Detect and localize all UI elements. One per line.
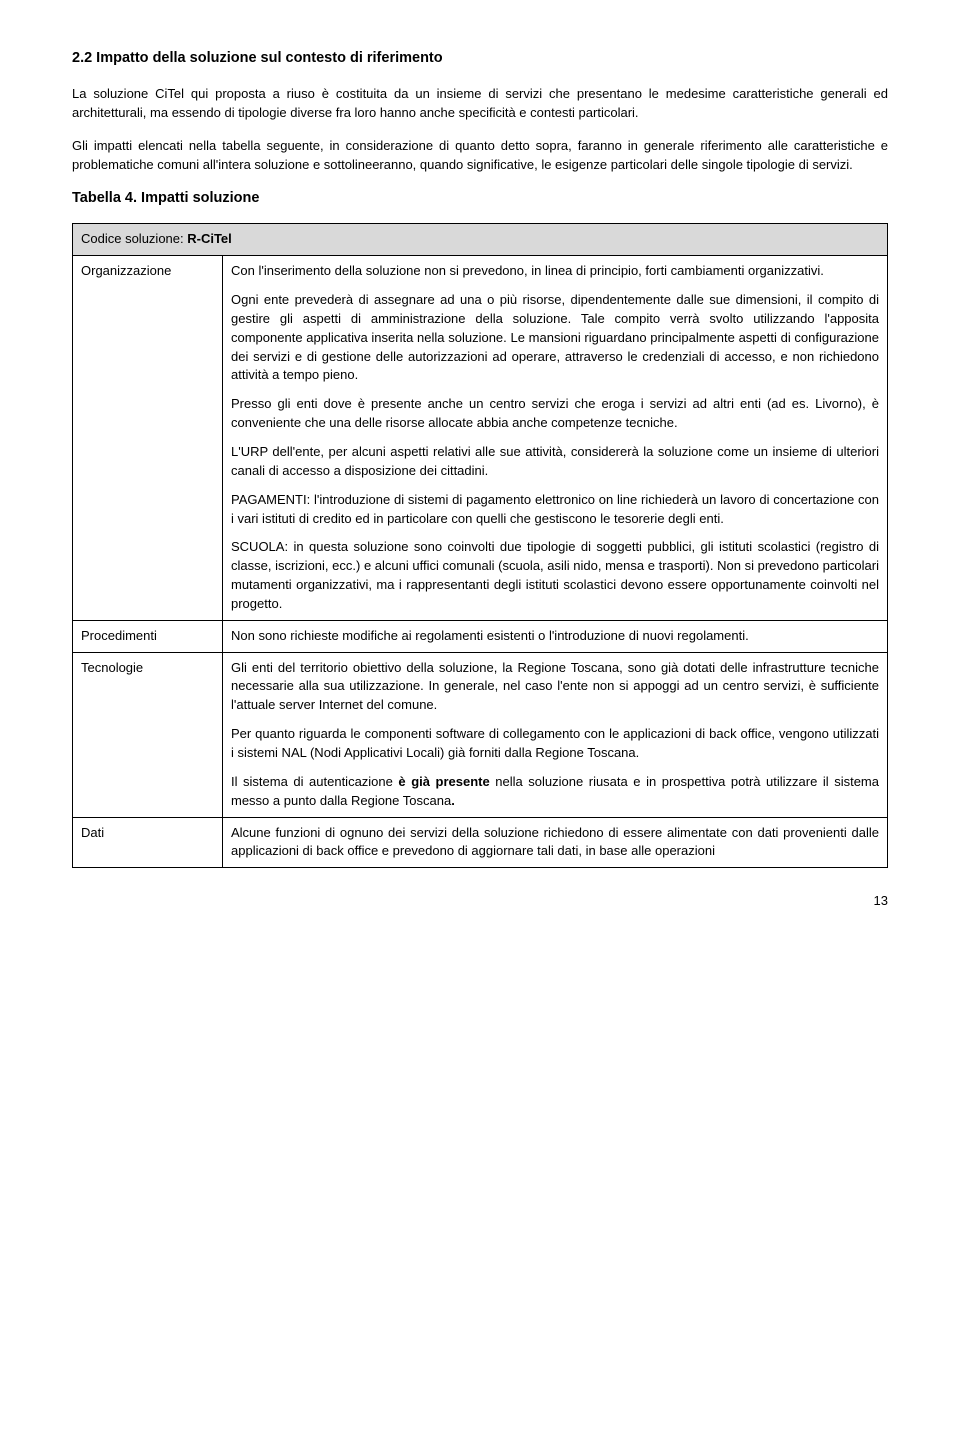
header-code: R-CiTel	[187, 231, 232, 246]
org-para-6: SCUOLA: in questa soluzione sono coinvol…	[231, 538, 879, 613]
tecn-p3-d: .	[451, 793, 455, 808]
tecn-para-1: Gli enti del territorio obiettivo della …	[231, 659, 879, 716]
row-content-organizzazione: Con l'inserimento della soluzione non si…	[223, 256, 888, 621]
table-row: Dati Alcune funzioni di ognuno dei servi…	[73, 817, 888, 868]
row-label-dati: Dati	[73, 817, 223, 868]
table-row: Organizzazione Con l'inserimento della s…	[73, 256, 888, 621]
row-content-dati: Alcune funzioni di ognuno dei servizi de…	[223, 817, 888, 868]
tecn-para-3: Il sistema di autenticazione è già prese…	[231, 773, 879, 811]
proc-para-1: Non sono richieste modifiche ai regolame…	[231, 627, 879, 646]
intro-para-1: La soluzione CiTel qui proposta a riuso …	[72, 85, 888, 123]
row-label-procedimenti: Procedimenti	[73, 620, 223, 652]
row-label-tecnologie: Tecnologie	[73, 652, 223, 817]
org-para-1: Con l'inserimento della soluzione non si…	[231, 262, 879, 281]
table-row: Procedimenti Non sono richieste modifich…	[73, 620, 888, 652]
table-caption: Tabella 4. Impatti soluzione	[72, 188, 888, 209]
intro-para-2: Gli impatti elencati nella tabella segue…	[72, 137, 888, 175]
page-number: 13	[72, 892, 888, 911]
table-header-row: Codice soluzione: R-CiTel	[73, 224, 888, 256]
row-content-tecnologie: Gli enti del territorio obiettivo della …	[223, 652, 888, 817]
org-para-5: PAGAMENTI: l'introduzione di sistemi di …	[231, 491, 879, 529]
org-para-4: L'URP dell'ente, per alcuni aspetti rela…	[231, 443, 879, 481]
table-header-cell: Codice soluzione: R-CiTel	[73, 224, 888, 256]
tecn-p3-b: è già presente	[398, 774, 489, 789]
impacts-table: Codice soluzione: R-CiTel Organizzazione…	[72, 223, 888, 868]
org-para-2: Ogni ente prevederà di assegnare ad una …	[231, 291, 879, 385]
row-content-procedimenti: Non sono richieste modifiche ai regolame…	[223, 620, 888, 652]
row-label-organizzazione: Organizzazione	[73, 256, 223, 621]
org-para-3: Presso gli enti dove è presente anche un…	[231, 395, 879, 433]
table-row: Tecnologie Gli enti del territorio obiet…	[73, 652, 888, 817]
tecn-p3-a: Il sistema di autenticazione	[231, 774, 398, 789]
tecn-para-2: Per quanto riguarda le componenti softwa…	[231, 725, 879, 763]
section-heading: 2.2 Impatto della soluzione sul contesto…	[72, 48, 888, 69]
header-prefix: Codice soluzione:	[81, 231, 187, 246]
dati-para-1: Alcune funzioni di ognuno dei servizi de…	[231, 824, 879, 862]
